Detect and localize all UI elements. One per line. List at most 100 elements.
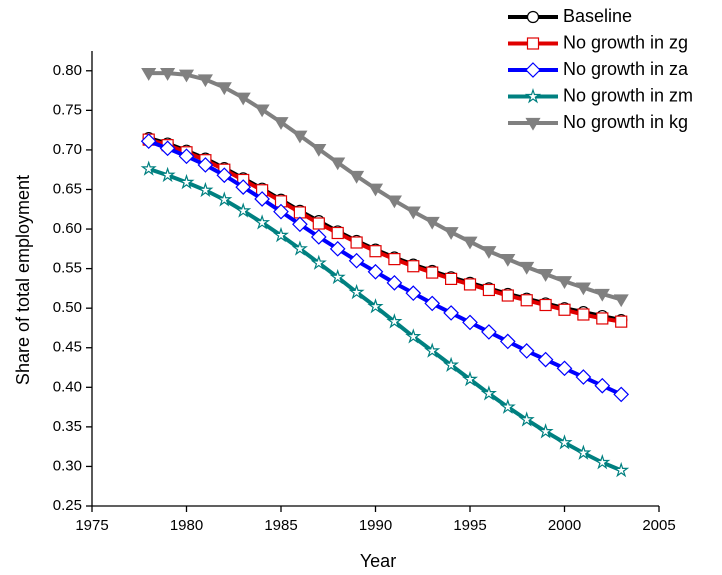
data-point — [159, 166, 176, 183]
x-axis-label: Year — [360, 551, 396, 571]
legend-label: No growth in za — [563, 59, 689, 79]
data-point — [520, 294, 533, 307]
data-point — [291, 240, 308, 256]
data-point — [273, 203, 289, 220]
data-point — [254, 191, 270, 207]
y-axis-label: Share of total employment — [13, 175, 33, 385]
legend-label: No growth in zg — [563, 32, 688, 52]
data-point — [254, 104, 270, 118]
y-tick-label: 0.55 — [53, 260, 82, 277]
data-point — [594, 288, 610, 302]
x-tick-label: 1990 — [359, 517, 392, 534]
y-tick-label: 0.50 — [53, 299, 82, 316]
data-point — [500, 254, 516, 267]
series-line — [148, 71, 622, 302]
data-point — [501, 289, 514, 302]
data-point — [407, 260, 420, 273]
data-point — [556, 360, 573, 377]
data-point — [461, 370, 479, 387]
data-point — [329, 240, 346, 257]
data-point — [178, 69, 195, 83]
data-point — [499, 333, 516, 350]
data-point — [613, 461, 630, 478]
data-point — [140, 160, 157, 176]
data-point — [577, 308, 590, 321]
data-point — [556, 276, 573, 289]
data-point — [293, 206, 306, 219]
data-point — [160, 68, 176, 81]
data-point — [348, 252, 365, 269]
data-point — [235, 92, 251, 106]
data-point — [443, 305, 459, 321]
data-point — [388, 253, 401, 266]
data-point — [481, 324, 497, 340]
legend-label: No growth in kg — [563, 112, 688, 132]
y-tick-label: 0.70 — [53, 141, 82, 158]
legend-marker — [526, 37, 540, 50]
data-point — [140, 133, 157, 150]
data-point — [518, 343, 535, 359]
data-point — [405, 285, 422, 301]
data-point — [575, 444, 592, 460]
data-point — [311, 144, 327, 157]
data-point — [197, 74, 213, 88]
data-point — [594, 377, 611, 394]
data-point — [310, 229, 327, 245]
data-point — [216, 82, 232, 96]
data-point — [349, 170, 365, 184]
series-line — [147, 139, 623, 397]
legend-marker — [526, 10, 540, 24]
data-point — [424, 295, 441, 312]
legend-marker — [524, 88, 542, 104]
data-point — [141, 68, 157, 81]
data-point — [367, 183, 384, 197]
data-point — [405, 328, 422, 344]
x-tick-label: 1980 — [170, 517, 203, 534]
data-point — [596, 312, 609, 325]
series-line — [148, 167, 622, 473]
data-point — [273, 117, 289, 130]
data-point — [386, 275, 403, 291]
data-point — [329, 268, 346, 285]
data-point — [331, 226, 344, 240]
data-point — [330, 157, 346, 171]
data-point — [480, 385, 497, 401]
data-point — [197, 181, 214, 198]
data-point — [538, 269, 554, 282]
data-point — [292, 216, 308, 233]
data-point — [216, 167, 233, 184]
data-point — [575, 282, 591, 296]
data-point — [481, 246, 497, 259]
y-tick-label: 0.60 — [53, 220, 82, 237]
data-point — [386, 313, 403, 329]
data-point — [556, 434, 573, 450]
data-point — [197, 157, 214, 173]
data-point — [615, 315, 628, 328]
data-point — [445, 272, 458, 285]
data-point — [539, 298, 552, 312]
legend-marker — [525, 117, 541, 131]
x-tick-label: 1975 — [75, 517, 108, 534]
y-tick-label: 0.80 — [53, 62, 82, 79]
data-point — [405, 206, 421, 220]
data-point — [443, 227, 459, 240]
legend-label: Baseline — [563, 6, 632, 26]
data-point — [350, 236, 363, 249]
data-point — [310, 254, 327, 270]
data-point — [575, 369, 592, 385]
data-point — [558, 303, 571, 316]
data-point — [499, 398, 516, 414]
data-point — [235, 202, 252, 218]
data-point — [519, 261, 535, 275]
data-point — [424, 216, 440, 230]
data-point — [235, 179, 252, 195]
data-point — [426, 266, 439, 279]
data-point — [613, 294, 629, 308]
y-tick-label: 0.25 — [53, 497, 82, 514]
data-point — [537, 423, 554, 439]
data-point — [367, 263, 384, 280]
data-point — [312, 217, 325, 230]
data-point — [178, 173, 195, 190]
data-point — [462, 314, 478, 331]
